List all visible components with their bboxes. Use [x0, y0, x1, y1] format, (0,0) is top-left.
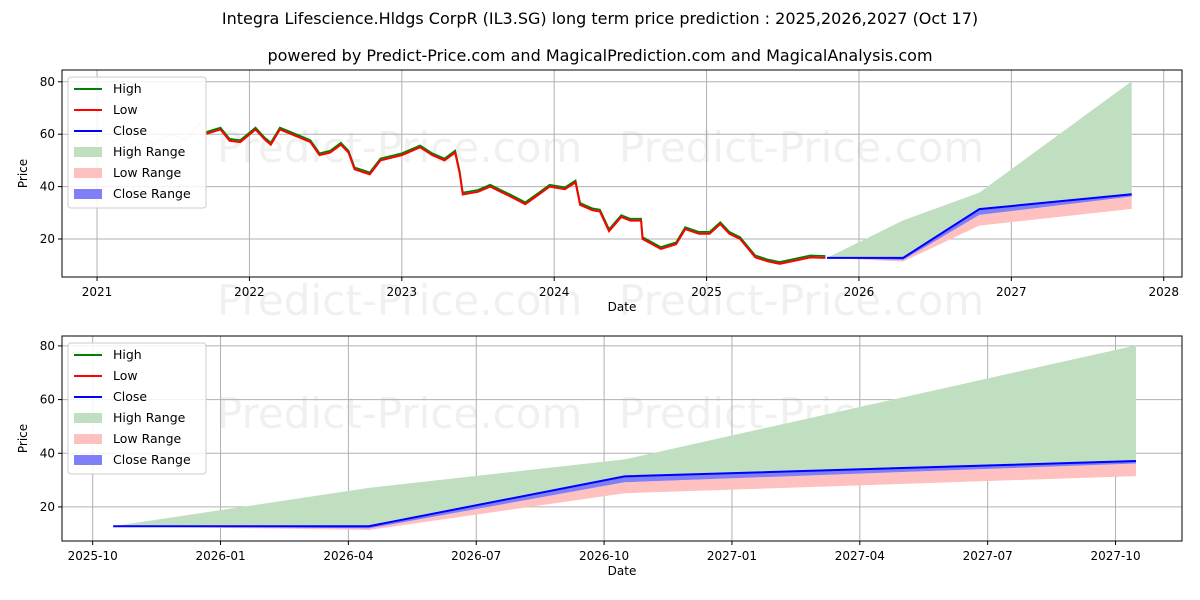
x-tick-label: 2026-04 — [323, 549, 373, 563]
chart-panel-1: Predict-Price.com Predict-Price.com Predic… — [16, 69, 1183, 325]
x-tick-label: 2026-01 — [195, 549, 245, 563]
x-tick-label: 2026-07 — [451, 549, 501, 563]
y-tick-label: 20 — [40, 500, 55, 514]
high-line — [204, 126, 826, 263]
watermark: Predict-Price.com — [217, 276, 582, 325]
y-tick-label: 80 — [40, 339, 55, 353]
legend-box — [67, 76, 207, 209]
close-prediction-line — [826, 193, 1132, 259]
y-tick-label: 60 — [40, 127, 55, 141]
chart-subtitle: powered by Predict-Price.com and Magical… — [267, 46, 933, 65]
watermark: Predict-Price.com — [619, 123, 984, 172]
x-tick-label: 2025 — [691, 285, 722, 299]
legend: High Low Close High Range Low Range Close Ran… — [67, 342, 207, 475]
legend-label: High — [113, 81, 142, 96]
x-tick-label: 2021 — [82, 285, 113, 299]
y-tick-label: 20 — [40, 232, 55, 246]
x-tick-label: 2022 — [234, 285, 265, 299]
legend-label: High Range — [113, 410, 186, 425]
low-range-area — [826, 196, 1132, 262]
legend-label: Low Range — [113, 165, 182, 180]
y-tick-label: 80 — [40, 75, 55, 89]
watermark: Predict-Price.com — [217, 389, 582, 438]
legend-patch-low-range — [74, 168, 102, 178]
x-tick-label: 2026 — [844, 285, 875, 299]
x-tick-label: 2023 — [387, 285, 418, 299]
legend-label: Low Range — [113, 431, 182, 446]
x-axis-label: Date — [608, 564, 637, 578]
legend-label: Close — [113, 389, 147, 404]
low-line — [204, 128, 826, 265]
y-axis-label: Price — [16, 159, 30, 188]
low-range-area — [113, 463, 1136, 530]
legend-box — [67, 342, 207, 475]
legend-patch-high-range — [74, 147, 102, 157]
x-tick-label: 2027-07 — [963, 549, 1013, 563]
x-axis-label: Date — [608, 300, 637, 314]
close-prediction-line — [113, 460, 1137, 528]
x-tick-label: 2027-10 — [1090, 549, 1140, 563]
legend-label: High — [113, 347, 142, 362]
x-tick-label: 2028 — [1148, 285, 1179, 299]
y-tick-label: 40 — [40, 180, 55, 194]
y-tick-label: 60 — [40, 393, 55, 407]
legend-label: Low — [113, 368, 138, 383]
x-tick-label: 2026-10 — [579, 549, 629, 563]
legend: High Low Close High Range Low Range Close Ran… — [67, 76, 207, 209]
y-tick-label: 40 — [40, 446, 55, 460]
x-tick-label: 2027-01 — [707, 549, 757, 563]
legend-label: Close — [113, 123, 147, 138]
legend-label: Close Range — [113, 186, 191, 201]
x-tick-label: 2025-10 — [68, 549, 118, 563]
watermark: Predict-Price.com — [217, 123, 582, 172]
legend-patch-low-range — [74, 434, 102, 444]
plot-frame — [61, 69, 1183, 278]
high-range-area — [113, 345, 1136, 527]
legend-patch-close-range — [74, 189, 102, 199]
high-range-area — [826, 81, 1132, 258]
legend-patch-close-range — [74, 455, 102, 465]
legend-patch-high-range — [74, 413, 102, 423]
x-tick-label: 2027-04 — [835, 549, 885, 563]
legend-label: High Range — [113, 144, 186, 159]
plot-frame — [61, 335, 1183, 542]
chart-panel-2: Predict-Price.com Predict-Price.com2025-1… — [16, 335, 1183, 578]
legend-label: Low — [113, 102, 138, 117]
x-tick-label: 2027 — [996, 285, 1027, 299]
chart-title: Integra Lifescience.Hldgs CorpR (IL3.SG)… — [221, 9, 979, 28]
x-tick-label: 2024 — [539, 285, 570, 299]
legend-label: Close Range — [113, 452, 191, 467]
watermark: Predict-Price.com — [619, 276, 984, 325]
y-axis-label: Price — [16, 424, 30, 453]
